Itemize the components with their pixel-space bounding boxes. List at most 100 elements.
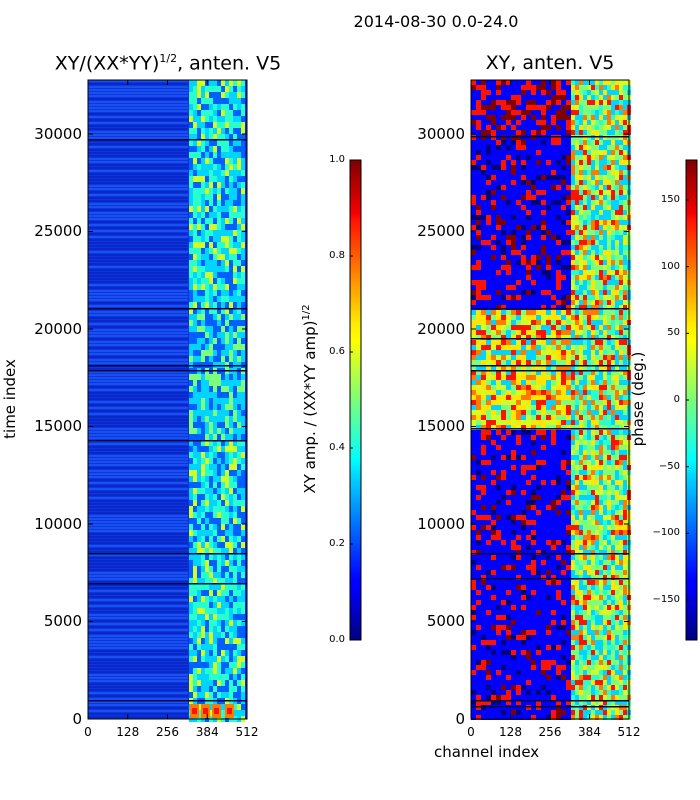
- left-heatmap-cell: [209, 632, 213, 638]
- right-heatmap-cell: [536, 690, 541, 695]
- left-heatmap-cell: [233, 248, 237, 254]
- right-heatmap-cell: [551, 365, 556, 370]
- left-heatmap-stripe: [88, 158, 188, 160]
- left-heatmap-cell: [193, 404, 197, 410]
- left-heatmap-cell: [221, 314, 225, 320]
- right-heatmap-cell: [491, 315, 496, 320]
- left-heatmap-cell: [197, 170, 201, 176]
- right-heatmap-cell: [521, 450, 526, 455]
- left-heatmap-stripe: [88, 617, 188, 619]
- right-heatmap-cell: [471, 270, 476, 275]
- right-heatmap-cell: [531, 85, 536, 90]
- right-heatmap-cell: [541, 190, 546, 195]
- right-heatmap-cell: [531, 670, 536, 675]
- right-heatmap-cell: [511, 275, 516, 280]
- right-heatmap-cell: [551, 295, 556, 300]
- left-heatmap-cell: [197, 566, 201, 572]
- left-heatmap-cell: [217, 320, 221, 326]
- right-heatmap-cell: [541, 440, 546, 445]
- left-heatmap-cell: [229, 80, 233, 86]
- left-heatmap-cell: [237, 578, 241, 584]
- right-heatmap-cell: [556, 690, 561, 695]
- right-heatmap-cell: [486, 685, 491, 690]
- right-heatmap-cell: [526, 345, 531, 350]
- right-heatmap-cell: [531, 240, 536, 245]
- right-heatmap-cell: [556, 305, 561, 310]
- left-heatmap-stripe: [88, 287, 188, 289]
- left-heatmap-stripe: [88, 266, 188, 268]
- left-heatmap-cell: [193, 140, 197, 146]
- left-heatmap-cell: [241, 356, 245, 362]
- left-heatmap-cell: [241, 122, 245, 128]
- right-x-tick-label: 512: [617, 725, 641, 739]
- left-heatmap-cell: [205, 212, 209, 218]
- left-heatmap-cell: [221, 566, 225, 572]
- right-heatmap-cell: [486, 655, 491, 660]
- right-heatmap-cell: [491, 545, 496, 550]
- left-heatmap-cell: [217, 566, 221, 572]
- left-heatmap-stripe: [88, 107, 188, 109]
- right-heatmap-cell: [566, 160, 571, 165]
- right-heatmap-cell: [506, 690, 511, 695]
- left-heatmap-stripe: [88, 668, 188, 670]
- right-heatmap-cell: [501, 535, 506, 540]
- right-heatmap-cell: [556, 455, 561, 460]
- right-heatmap-cell: [481, 155, 486, 160]
- left-heatmap-cell: [201, 494, 205, 500]
- left-heatmap-cell: [209, 590, 213, 596]
- left-heatmap-cell: [217, 614, 221, 620]
- right-heatmap-cell: [575, 225, 579, 230]
- right-heatmap-cell: [486, 445, 491, 450]
- right-heatmap-cell: [481, 710, 486, 715]
- right-heatmap-cell: [575, 145, 579, 150]
- left-heatmap-cell: [241, 692, 245, 698]
- right-heatmap-cell: [491, 150, 496, 155]
- left-heatmap-cell: [237, 656, 241, 662]
- right-heatmap-cell: [506, 530, 511, 535]
- left-heatmap-cell: [197, 254, 201, 260]
- left-heatmap-cell: [229, 422, 233, 428]
- right-heatmap-cell: [511, 220, 516, 225]
- left-heatmap-cell: [229, 140, 233, 146]
- right-heatmap-cell: [496, 535, 501, 540]
- right-heatmap-cell: [561, 120, 566, 125]
- left-y-tick-label: 5000: [43, 612, 82, 631]
- left-heatmap-cell: [189, 158, 193, 164]
- right-heatmap-cell: [476, 405, 481, 410]
- left-heatmap-cell: [241, 212, 245, 218]
- left-heatmap-stripe: [88, 545, 188, 547]
- right-heatmap-cell: [561, 250, 566, 255]
- right-heatmap-cell: [566, 340, 571, 345]
- right-heatmap-cell: [619, 160, 623, 165]
- right-heatmap-cell: [531, 350, 536, 355]
- left-heatmap-cell: [213, 176, 217, 182]
- right-heatmap-cell: [481, 350, 486, 355]
- right-heatmap-cell: [561, 225, 566, 230]
- right-heatmap-cell: [571, 265, 575, 270]
- left-heatmap-cell: [241, 254, 245, 260]
- right-heatmap-cell: [516, 355, 521, 360]
- right-heatmap-cell: [511, 290, 516, 295]
- left-heatmap-cell: [213, 398, 217, 404]
- right-heatmap-cell: [541, 145, 546, 150]
- right-heatmap-cell: [531, 335, 536, 340]
- right-heatmap-cell: [501, 290, 506, 295]
- left-heatmap-cell: [197, 446, 201, 452]
- right-heatmap-cell: [471, 245, 476, 250]
- right-heatmap-cell: [591, 115, 595, 120]
- right-heatmap-cell: [556, 545, 561, 550]
- right-heatmap-cell: [531, 530, 536, 535]
- left-heatmap-cell: [229, 194, 233, 200]
- right-heatmap-cell: [491, 130, 496, 135]
- right-heatmap-cell: [561, 490, 566, 495]
- right-heatmap-cell: [531, 210, 536, 215]
- left-heatmap-cell: [233, 212, 237, 218]
- right-heatmap-cell: [541, 265, 546, 270]
- right-heatmap-cell: [546, 480, 551, 485]
- right-heatmap-cell: [476, 105, 481, 110]
- right-heatmap-cell: [516, 675, 521, 680]
- right-heatmap-cell: [551, 165, 556, 170]
- left-heatmap-hot-core: [203, 708, 208, 714]
- right-heatmap-cell: [486, 320, 491, 325]
- right-heatmap-cell: [521, 350, 526, 355]
